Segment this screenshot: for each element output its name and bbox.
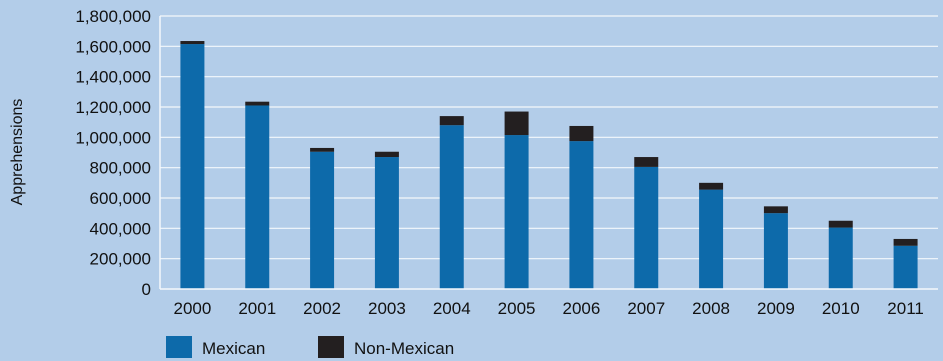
bar-mexican-2008: [699, 189, 724, 289]
x-tick-label: 2010: [822, 299, 860, 318]
x-tick-label: 2007: [627, 299, 665, 318]
bar-mexican-2005: [504, 135, 529, 289]
gridlines: [160, 15, 938, 260]
bar-mexican-2003: [374, 157, 399, 289]
y-tick-label: 0: [142, 280, 151, 299]
y-tick-label: 200,000: [90, 250, 151, 269]
plot-area: [160, 16, 938, 289]
bar-non-mexican-2000: [180, 41, 205, 45]
y-axis-title: Apprehensions: [9, 99, 26, 206]
y-tick-label: 1,000,000: [75, 128, 151, 147]
x-tick-label: 2009: [757, 299, 795, 318]
y-tick-label: 1,400,000: [75, 68, 151, 87]
bar-mexican-2004: [439, 125, 464, 289]
legend-swatch-mexican: [166, 336, 192, 358]
x-tick-label: 2008: [692, 299, 730, 318]
bar-non-mexican-2002: [310, 147, 335, 152]
y-tick-label: 400,000: [90, 219, 151, 238]
x-tick-label: 2001: [238, 299, 276, 318]
bar-mexican-2000: [180, 44, 205, 289]
y-tick-label: 1,200,000: [75, 98, 151, 117]
bar-mexican-2010: [828, 227, 853, 289]
x-tick-label: 2003: [368, 299, 406, 318]
axes: [159, 16, 938, 290]
x-tick-labels: 2000 2001 2002 2003 2004 2005 2006 2007 2008 2009…: [174, 299, 924, 318]
bar-mexican-2006: [569, 141, 594, 289]
x-tick-label: 2004: [433, 299, 471, 318]
bar-non-mexican-2009: [763, 206, 788, 214]
bar-non-mexican-2007: [634, 157, 659, 167]
bar-non-mexican-2003: [374, 151, 399, 158]
bar-non-mexican-2001: [245, 101, 270, 106]
bar-mexican-2001: [245, 105, 270, 289]
x-tick-label: 2011: [887, 299, 924, 318]
bar-non-mexican-2008: [699, 182, 724, 190]
legend: Mexican Non-Mexican: [166, 336, 454, 358]
legend-swatch-non-mexican: [318, 336, 344, 358]
x-tick-label: 2005: [498, 299, 536, 318]
y-tick-labels: 0 200,000 400,000 600,000 800,000 1,000,000 1,…: [75, 7, 151, 299]
legend-label: Non-Mexican: [354, 339, 454, 358]
bar-non-mexican-2010: [828, 220, 853, 228]
legend-label: Mexican: [202, 339, 265, 358]
bar-mexican-2007: [634, 166, 659, 289]
y-tick-label: 800,000: [90, 159, 151, 178]
bar-non-mexican-2006: [569, 125, 594, 142]
y-tick-label: 600,000: [90, 189, 151, 208]
y-tick-label: 1,600,000: [75, 37, 151, 56]
bar-non-mexican-2005: [504, 111, 529, 136]
bar-mexican-2002: [310, 151, 335, 289]
bars: [180, 41, 918, 289]
x-tick-label: 2000: [174, 299, 212, 318]
x-tick-label: 2006: [563, 299, 601, 318]
x-tick-label: 2002: [303, 299, 341, 318]
y-tick-label: 1,800,000: [75, 7, 151, 26]
bar-non-mexican-2011: [893, 238, 918, 246]
bar-mexican-2009: [763, 213, 788, 289]
bar-non-mexican-2004: [439, 116, 464, 126]
bar-mexican-2011: [893, 245, 918, 289]
